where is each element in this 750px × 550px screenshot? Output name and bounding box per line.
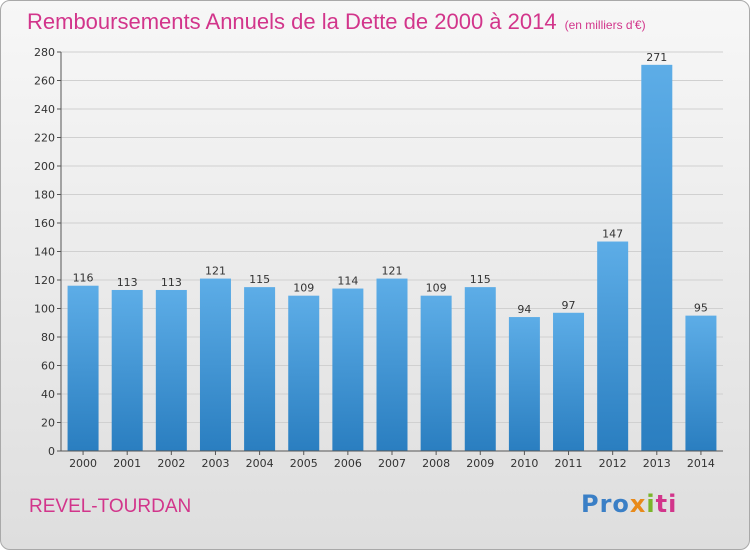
bar-value-label: 271 [646,51,667,64]
y-tick-label: 180 [34,189,55,202]
y-tick-label: 60 [41,360,55,373]
y-tick-label: 140 [34,246,55,259]
y-tick-label: 220 [34,132,55,145]
bar-value-label: 109 [426,282,447,295]
bar-2003 [199,278,231,451]
x-tick-label: 2003 [201,457,229,470]
y-tick-label: 160 [34,217,55,230]
chart-title-text: Remboursements Annuels de la Dette de 20… [27,9,557,34]
bar-value-label: 147 [602,228,623,241]
y-tick-label: 40 [41,388,55,401]
bar-value-label: 121 [382,265,403,278]
bar-value-label: 115 [249,273,270,286]
y-tick-label: 80 [41,331,55,344]
x-tick-label: 2006 [334,457,362,470]
bar-value-label: 114 [337,275,358,288]
x-tick-label: 2009 [466,457,494,470]
bar-2011 [553,312,585,451]
bar-2004 [244,287,276,451]
bar-2002 [155,289,187,451]
y-tick-label: 280 [34,46,55,59]
bar-value-label: 94 [517,303,531,316]
bar-value-label: 116 [73,272,94,285]
x-tick-label: 2000 [69,457,97,470]
bar-2014 [685,315,717,451]
y-tick-label: 100 [34,303,55,316]
x-tick-label: 2008 [422,457,450,470]
proxiti-logo: Proxiti [581,490,678,518]
y-tick-label: 240 [34,103,55,116]
bar-value-label: 115 [470,273,491,286]
bar-2012 [597,241,629,451]
x-tick-label: 2007 [378,457,406,470]
bar-2010 [508,317,540,451]
chart-title: Remboursements Annuels de la Dette de 20… [27,9,646,35]
bar-2008 [420,295,452,451]
city-name: REVEL-TOURDAN [29,496,192,517]
bar-2000 [67,285,99,451]
bar-2006 [332,288,364,451]
x-tick-label: 2011 [555,457,583,470]
bar-2013 [641,64,673,451]
x-tick-label: 2002 [157,457,185,470]
x-tick-label: 2004 [246,457,274,470]
bar-value-label: 121 [205,265,226,278]
bar-2007 [376,278,408,451]
x-tick-label: 2013 [643,457,671,470]
x-tick-label: 2012 [599,457,627,470]
bar-value-label: 109 [293,282,314,295]
bar-value-label: 97 [562,299,576,312]
y-tick-label: 200 [34,160,55,173]
x-tick-label: 2014 [687,457,715,470]
x-tick-label: 2005 [290,457,318,470]
y-tick-label: 260 [34,75,55,88]
x-tick-label: 2010 [510,457,538,470]
bar-value-label: 113 [117,276,138,289]
bar-value-label: 95 [694,302,708,315]
y-tick-label: 120 [34,274,55,287]
bar-value-label: 113 [161,276,182,289]
chart-subtitle: (en milliers d'€) [564,18,646,32]
y-tick-label: 0 [48,445,55,458]
bar-2009 [464,287,496,451]
y-tick-label: 20 [41,417,55,430]
bar-2005 [288,295,320,451]
bar-2001 [111,289,143,451]
x-tick-label: 2001 [113,457,141,470]
